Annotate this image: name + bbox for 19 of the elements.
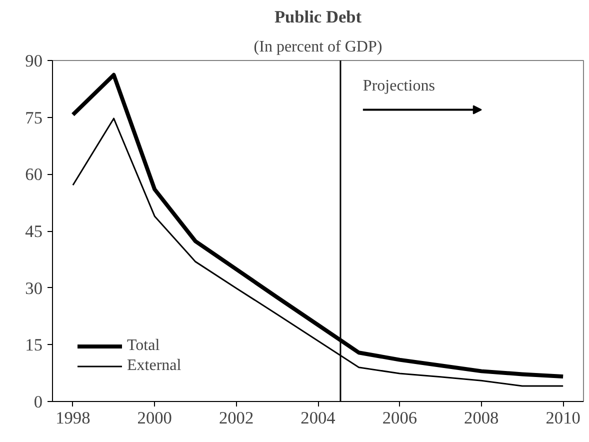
y-tick-label: 30 bbox=[25, 278, 42, 298]
y-tick-label: 90 bbox=[25, 52, 42, 70]
legend-label: External bbox=[127, 357, 182, 375]
legend-label: Total bbox=[127, 337, 160, 355]
x-tick-label: 2010 bbox=[546, 408, 580, 428]
x-tick-label: 2008 bbox=[464, 408, 499, 428]
x-tick-label: 2004 bbox=[300, 408, 336, 428]
y-tick-label: 15 bbox=[25, 336, 42, 355]
x-tick-label: 1998 bbox=[56, 408, 90, 428]
x-tick-label: 2000 bbox=[137, 408, 172, 428]
y-tick-label: 45 bbox=[25, 222, 42, 241]
chart-subtitle: (In percent of GDP) bbox=[254, 38, 382, 56]
x-tick-label: 2006 bbox=[382, 408, 418, 428]
x-tick-label: 2002 bbox=[218, 408, 254, 428]
y-tick-label: 75 bbox=[25, 108, 42, 128]
annotation: Projections bbox=[362, 78, 435, 95]
chart-title: Public Debt bbox=[274, 8, 362, 26]
y-tick-label: 60 bbox=[25, 165, 42, 184]
y-tick-label: 0 bbox=[34, 392, 43, 412]
